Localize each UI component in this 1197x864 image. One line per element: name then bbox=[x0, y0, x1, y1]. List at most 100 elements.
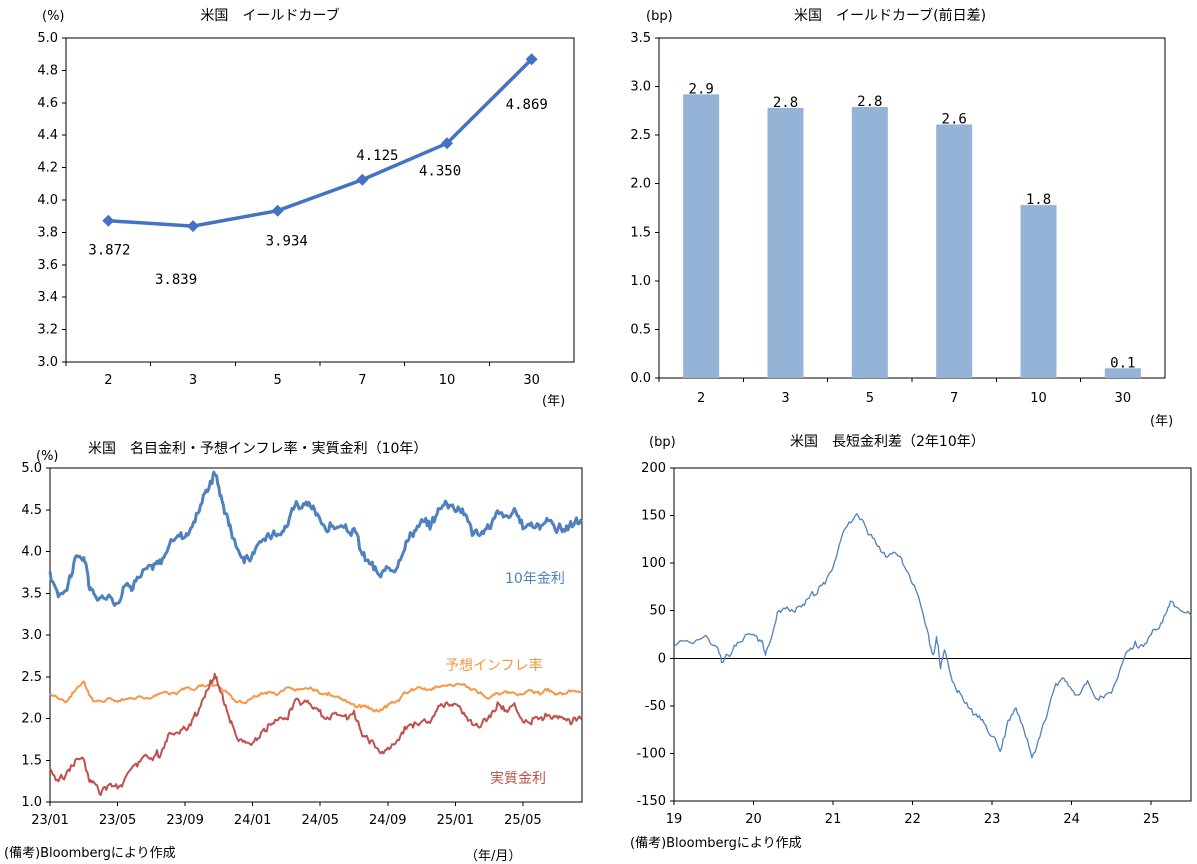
yield-point bbox=[102, 214, 115, 227]
yield-curve-chart: 米国 イールドカーブ (%) (年) 3.0 3.2 3.4 3.6 3.8 4.0 4.2… bbox=[37, 7, 575, 409]
change-bar bbox=[1020, 205, 1057, 378]
y-tick-label: 2.5 bbox=[630, 128, 651, 143]
x-tick-label: 2 bbox=[697, 391, 705, 406]
x-tick-label: 23/05 bbox=[99, 813, 136, 828]
series-line-1 bbox=[49, 680, 583, 713]
x-tick-label: 2 bbox=[104, 373, 112, 388]
y-tick-label: 4.6 bbox=[37, 96, 58, 111]
x-tick-label: 23/09 bbox=[166, 813, 203, 828]
change-bar bbox=[1104, 368, 1141, 378]
yield-data-label: 3.934 bbox=[266, 234, 308, 250]
y-tick-label: 3.0 bbox=[630, 80, 651, 95]
x-tick-label: 7 bbox=[358, 373, 366, 388]
yield-curve-x-unit: (年) bbox=[542, 394, 565, 409]
change-bar bbox=[936, 124, 973, 378]
change-data-label: 2.9 bbox=[689, 81, 714, 97]
yield-data-label: 4.125 bbox=[356, 148, 398, 164]
x-tick-label: 25/05 bbox=[504, 813, 541, 828]
yield-curve-plot-area bbox=[65, 37, 575, 363]
x-tick-label: 5 bbox=[866, 391, 874, 406]
yield-change-x-unit: (年) bbox=[1150, 414, 1173, 429]
y-tick-label: 3.4 bbox=[37, 290, 58, 305]
y-tick-label: -50 bbox=[645, 699, 666, 714]
yield-change-y-unit: (bp) bbox=[646, 9, 673, 24]
yield-curve-y-unit: (%) bbox=[42, 9, 65, 24]
x-tick-label: 25/01 bbox=[437, 813, 474, 828]
series-line-2 bbox=[49, 672, 583, 797]
x-tick-label: 24 bbox=[1063, 812, 1080, 827]
change-data-label: 2.8 bbox=[773, 95, 798, 111]
y-tick-label: -100 bbox=[636, 746, 666, 761]
spread-line bbox=[673, 513, 1192, 759]
y-tick-label: 3.2 bbox=[37, 323, 58, 338]
x-tick-label: 3 bbox=[189, 373, 197, 388]
legend-nominal: 10年金利 bbox=[505, 571, 565, 587]
rates-x-unit: （年/月） bbox=[465, 849, 522, 864]
yield-change-title: 米国 イールドカーブ(前日差) bbox=[794, 7, 986, 24]
x-tick-label: 30 bbox=[1115, 391, 1132, 406]
change-bar bbox=[683, 94, 720, 378]
spread-chart: 米国 長短金利差（2年10年） (bp) -150 -100 -50 0 50 100 15… bbox=[636, 434, 1192, 827]
x-tick-label: 20 bbox=[745, 812, 762, 827]
y-tick-label: 4.5 bbox=[21, 503, 42, 518]
y-tick-label: 3.5 bbox=[21, 586, 42, 601]
x-tick-label: 19 bbox=[666, 812, 683, 827]
x-tick-label: 10 bbox=[439, 373, 456, 388]
y-tick-label: 4.4 bbox=[37, 128, 58, 143]
spread-plot-area bbox=[673, 467, 1192, 802]
y-tick-label: 150 bbox=[641, 509, 666, 524]
yield-point bbox=[187, 220, 199, 233]
y-tick-label: -150 bbox=[636, 794, 666, 809]
x-tick-label: 23 bbox=[984, 812, 1001, 827]
y-tick-label: 3.8 bbox=[37, 225, 58, 240]
y-tick-label: 5.0 bbox=[37, 31, 58, 46]
source-note-left: (備考)Bloombergにより作成 bbox=[4, 846, 176, 861]
rates-y-unit: (%) bbox=[36, 449, 59, 464]
rates-chart: 米国 名目金利・予想インフレ率・実質金利（10年） (%) 1.0 1.5 2.0 2… bbox=[21, 440, 584, 828]
yield-curve-title: 米国 イールドカーブ bbox=[200, 7, 339, 24]
legend-real: 実質金利 bbox=[490, 771, 546, 787]
y-tick-label: 5.0 bbox=[21, 461, 42, 476]
y-tick-label: 1.0 bbox=[21, 795, 42, 810]
x-tick-label: 7 bbox=[950, 391, 958, 406]
y-tick-label: 1.5 bbox=[21, 753, 42, 768]
y-tick-label: 0.0 bbox=[630, 371, 651, 386]
legend-bei: 予想インフレ率 bbox=[445, 657, 543, 674]
y-tick-label: 200 bbox=[641, 461, 666, 476]
y-tick-label: 3.0 bbox=[21, 628, 42, 643]
spread-y-unit: (bp) bbox=[649, 435, 676, 450]
source-note-right: (備考)Bloombergにより作成 bbox=[630, 836, 802, 851]
x-tick-label: 24/01 bbox=[234, 813, 271, 828]
y-tick-label: 4.0 bbox=[37, 193, 58, 208]
x-tick-label: 22 bbox=[904, 812, 921, 827]
y-tick-label: 4.2 bbox=[37, 161, 58, 176]
x-tick-label: 10 bbox=[1030, 391, 1047, 406]
y-tick-label: 100 bbox=[641, 556, 666, 571]
yield-point bbox=[356, 173, 369, 186]
y-tick-label: 2.0 bbox=[630, 177, 651, 192]
x-tick-label: 3 bbox=[781, 391, 789, 406]
yield-change-chart: 米国 イールドカーブ(前日差) (bp) (年) 0.0 0.5 1.0 1.5 2.0… bbox=[630, 7, 1173, 429]
y-tick-label: 2.0 bbox=[21, 712, 42, 727]
y-tick-label: 3.5 bbox=[630, 31, 651, 46]
y-tick-label: 1.5 bbox=[630, 225, 651, 240]
y-tick-label: 3.6 bbox=[37, 258, 58, 273]
x-tick-label: 23/01 bbox=[31, 813, 68, 828]
y-tick-label: 50 bbox=[649, 604, 666, 619]
yield-data-label: 3.839 bbox=[155, 272, 197, 288]
y-tick-label: 4.0 bbox=[21, 545, 42, 560]
change-bar bbox=[851, 106, 888, 378]
y-tick-label: 4.8 bbox=[37, 63, 58, 78]
yield-data-label: 4.350 bbox=[419, 163, 461, 179]
yield-point bbox=[441, 137, 453, 150]
change-data-label: 1.8 bbox=[1026, 192, 1051, 208]
yield-change-plot-area bbox=[658, 37, 1166, 379]
spread-title: 米国 長短金利差（2年10年） bbox=[790, 434, 985, 450]
y-tick-label: 0 bbox=[658, 651, 666, 666]
x-tick-label: 25 bbox=[1143, 812, 1160, 827]
y-tick-label: 0.5 bbox=[630, 322, 651, 337]
yield-line bbox=[108, 57, 533, 228]
change-bar bbox=[767, 107, 804, 378]
yield-data-label: 3.872 bbox=[88, 243, 130, 259]
